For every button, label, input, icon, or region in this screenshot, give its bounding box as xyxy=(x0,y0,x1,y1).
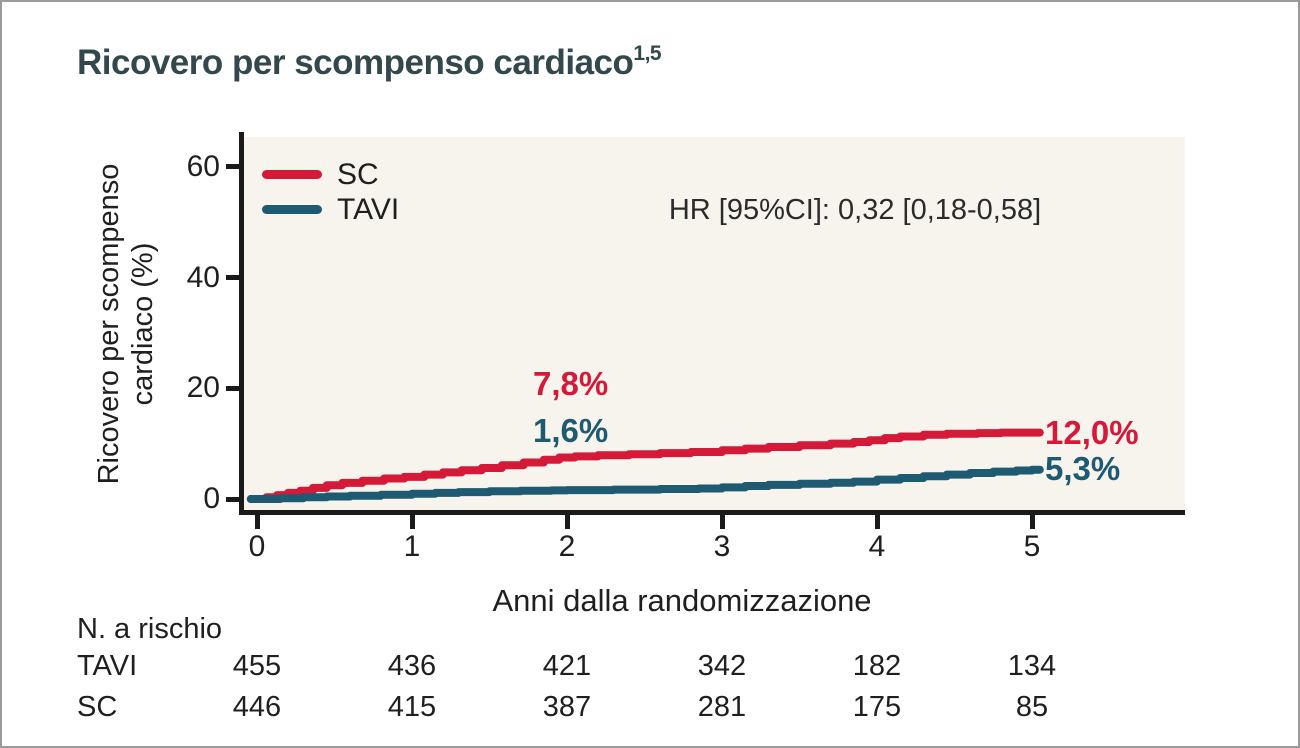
x-tick-label: 4 xyxy=(868,530,886,563)
y-tick xyxy=(226,385,241,391)
x-axis-line xyxy=(239,510,1185,515)
y-tick xyxy=(226,164,241,170)
risk-value: 446 xyxy=(232,691,282,723)
page-title-superscript: 1,5 xyxy=(633,42,662,65)
x-tick-label: 1 xyxy=(403,530,421,563)
risk-value: 455 xyxy=(232,650,282,682)
x-tick xyxy=(719,514,725,529)
x-tick xyxy=(409,514,415,529)
x-tick-label: 0 xyxy=(248,530,266,563)
tavi-final-value-label: 5,3% xyxy=(1045,450,1121,487)
sc-final-value-label: 12,0% xyxy=(1045,414,1139,451)
x-tick xyxy=(874,514,880,529)
y-axis-title-line1: Ricovero per scompenso xyxy=(93,163,125,485)
legend-item-tavi: TAVI xyxy=(262,192,399,227)
risk-row-label-tavi: TAVI xyxy=(77,650,138,682)
y-tick-label: 40 xyxy=(186,260,220,294)
risk-value: 436 xyxy=(387,650,437,682)
y-tick-label: 60 xyxy=(186,149,220,183)
sc-2yr-value-label: 7,8% xyxy=(533,365,609,402)
x-tick xyxy=(254,514,260,529)
risk-value: 175 xyxy=(852,691,902,723)
legend-swatch-sc xyxy=(262,170,322,179)
risk-value: 387 xyxy=(542,691,592,723)
x-tick-label: 5 xyxy=(1023,530,1041,563)
y-tick-label: 20 xyxy=(186,371,220,405)
y-tick-label: 0 xyxy=(203,482,220,515)
hazard-ratio-annotation: HR [95%CI]: 0,32 [0,18-0,58] xyxy=(668,194,1042,226)
y-tick xyxy=(226,275,241,281)
page-title: Ricovero per scompenso cardiaco1,5 xyxy=(77,42,662,83)
y-axis-title-line2: cardiaco (%) xyxy=(127,242,159,406)
risk-row-label-sc: SC xyxy=(77,691,118,723)
x-tick xyxy=(564,514,570,529)
x-tick xyxy=(1029,514,1035,529)
y-tick xyxy=(226,496,241,502)
x-tick-label: 3 xyxy=(713,530,731,563)
legend-label: TAVI xyxy=(337,192,400,226)
y-axis-line xyxy=(239,132,244,515)
x-axis-title: Anni dalla randomizzazione xyxy=(492,583,872,618)
risk-value: 421 xyxy=(542,650,592,682)
legend-swatch-tavi xyxy=(262,205,322,214)
risk-value: 182 xyxy=(852,650,902,682)
legend-label: SC xyxy=(337,157,379,191)
tavi-2yr-value-label: 1,6% xyxy=(533,412,609,449)
legend-item-sc: SC xyxy=(262,157,399,192)
page-title-text: Ricovero per scompenso cardiaco xyxy=(77,43,634,82)
legend: SC TAVI xyxy=(262,157,399,227)
risk-value: 134 xyxy=(1007,650,1057,682)
risk-value: 415 xyxy=(387,691,437,723)
risk-value: 85 xyxy=(1015,691,1049,723)
y-axis-title: Ricovero per scompenso cardiaco (%) xyxy=(92,164,160,485)
risk-value: 342 xyxy=(697,650,747,682)
x-tick-label: 2 xyxy=(558,530,576,563)
risk-value: 281 xyxy=(697,691,747,723)
risk-table-title: N. a rischio xyxy=(77,613,223,645)
